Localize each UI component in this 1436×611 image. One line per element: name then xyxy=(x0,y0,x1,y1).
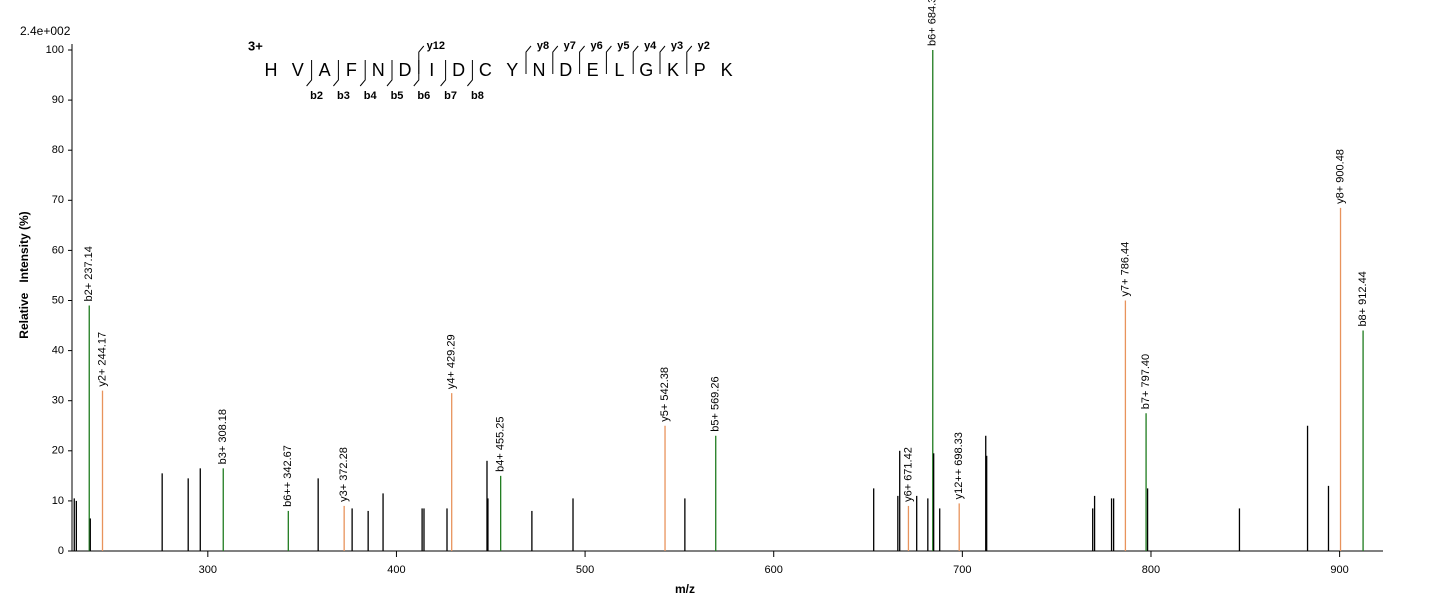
y-ion-label: y8 xyxy=(537,40,549,52)
y-tick-label: 100 xyxy=(46,44,64,56)
peak-label: b8+ 912.44 xyxy=(1357,271,1369,326)
y-ion-label: y6 xyxy=(590,40,602,52)
y-tick-label: 10 xyxy=(52,495,64,507)
y-bracket xyxy=(418,45,425,74)
peak-label: y5+ 542.38 xyxy=(659,367,671,422)
residue: Y xyxy=(506,60,518,80)
residue: F xyxy=(346,60,357,80)
x-axis-title: m/z xyxy=(675,582,695,596)
residue: N xyxy=(372,60,385,80)
x-tick-label: 900 xyxy=(1330,564,1348,576)
peak-label: y8+ 900.48 xyxy=(1334,149,1346,204)
y-bracket xyxy=(605,45,612,74)
peak-label: b2+ 237.14 xyxy=(83,246,95,301)
residue: C xyxy=(479,60,492,80)
residue: E xyxy=(587,60,599,80)
b-ion-label: b7 xyxy=(444,90,457,102)
residue: K xyxy=(667,60,679,80)
y-tick-label: 90 xyxy=(52,94,64,106)
peak-label: y12++ 698.33 xyxy=(953,432,965,499)
residue: D xyxy=(452,60,465,80)
residue: D xyxy=(399,60,412,80)
b-ion-label: b6 xyxy=(417,90,430,102)
b-bracket xyxy=(413,60,420,87)
y-tick-label: 40 xyxy=(52,345,64,357)
y-tick-label: 70 xyxy=(52,194,64,206)
b-bracket xyxy=(440,60,447,87)
b-bracket xyxy=(467,60,473,87)
x-tick-label: 700 xyxy=(953,564,971,576)
residue: N xyxy=(533,60,546,80)
x-tick-label: 300 xyxy=(199,564,217,576)
b-bracket xyxy=(306,60,313,87)
peak-label: b7+ 797.40 xyxy=(1140,354,1152,409)
charge: 3+ xyxy=(248,38,263,53)
y-ion-label: y3 xyxy=(671,40,683,52)
peak-label: y6+ 671.42 xyxy=(902,447,914,502)
y-bracket xyxy=(632,45,639,74)
y-ion-label: y4 xyxy=(644,40,657,52)
y-tick-label: 60 xyxy=(52,244,64,256)
intensity-scale: 2.4e+002 xyxy=(20,24,71,38)
x-tick-label: 400 xyxy=(387,564,405,576)
y-bracket xyxy=(659,45,666,74)
peak-label: y4+ 429.29 xyxy=(446,334,458,389)
residue: K xyxy=(721,60,733,80)
peak-label: y3+ 372.28 xyxy=(338,447,350,502)
x-tick-label: 500 xyxy=(576,564,594,576)
y-ion-label: y2 xyxy=(698,40,710,52)
y-bracket xyxy=(552,45,559,74)
peak-label: b5+ 569.26 xyxy=(710,376,722,431)
peak-label: b6++ 342.67 xyxy=(282,445,294,507)
peak-label: b6+ 684.32 xyxy=(927,0,939,46)
y-ion-label: y5 xyxy=(617,40,629,52)
peak-label: y7+ 786.44 xyxy=(1119,242,1131,297)
b-bracket xyxy=(386,60,393,87)
y-bracket xyxy=(686,45,693,74)
y-ion-label: y12 xyxy=(427,40,445,52)
residue: D xyxy=(559,60,572,80)
y-tick-label: 0 xyxy=(58,545,64,557)
y-tick-label: 30 xyxy=(52,395,64,407)
peak-label: y2+ 244.17 xyxy=(96,332,108,387)
b-ion-label: b2 xyxy=(310,90,323,102)
residue: H xyxy=(265,60,278,80)
residue: L xyxy=(614,60,624,80)
y-tick-label: 50 xyxy=(52,294,64,306)
y-tick-label: 20 xyxy=(52,445,64,457)
peak-label: b3+ 308.18 xyxy=(217,409,229,464)
b-ion-label: b3 xyxy=(337,90,350,102)
x-tick-label: 800 xyxy=(1142,564,1160,576)
peak-label: b4+ 455.25 xyxy=(495,416,507,471)
b-ion-label: b5 xyxy=(391,90,404,102)
residue: A xyxy=(319,60,331,80)
residue: P xyxy=(694,60,706,80)
y-ion-label: y7 xyxy=(564,40,576,52)
b-bracket xyxy=(333,60,339,87)
x-tick-label: 600 xyxy=(765,564,783,576)
b-ion-label: b8 xyxy=(471,90,484,102)
y-axis-title: Relative Intensity (%) xyxy=(17,211,31,338)
y-bracket xyxy=(579,45,585,74)
residue: G xyxy=(639,60,653,80)
residue: V xyxy=(292,60,304,80)
y-tick-label: 80 xyxy=(52,144,64,156)
b-ion-label: b4 xyxy=(364,90,378,102)
b-bracket xyxy=(359,60,366,87)
residue: I xyxy=(429,60,434,80)
y-bracket xyxy=(525,45,532,74)
